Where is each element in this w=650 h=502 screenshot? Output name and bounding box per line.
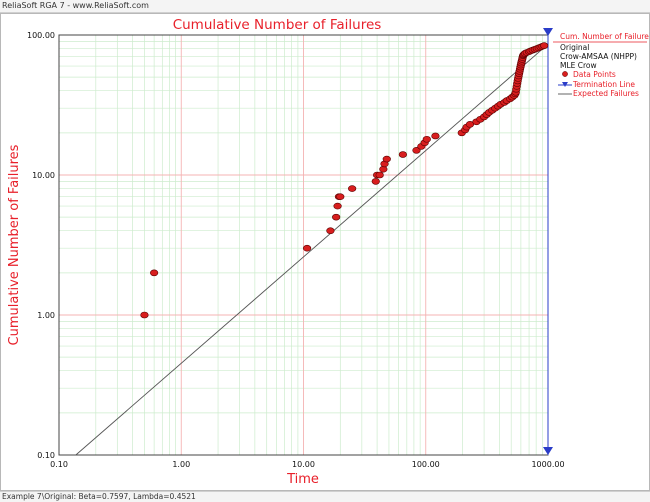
data-point xyxy=(540,42,549,49)
data-point xyxy=(371,178,380,185)
expected-failures-line xyxy=(75,43,549,456)
y-axis-label: Cumulative Number of Failures xyxy=(7,144,22,345)
data-point xyxy=(333,202,342,210)
termination-arrow-top-icon xyxy=(543,28,553,36)
data-point xyxy=(326,227,335,235)
legend-entry-points: Data Points xyxy=(573,70,616,79)
legend-line-model: Crow-AMSAA (NHPP) xyxy=(560,52,637,61)
legend: Cum. Number of Failures Original Crow-AM… xyxy=(553,32,650,98)
data-point xyxy=(348,185,357,192)
data-point xyxy=(431,132,440,140)
data-point xyxy=(375,171,384,179)
legend-point-icon xyxy=(562,71,568,77)
data-point xyxy=(398,151,407,158)
x-axis-label: Time xyxy=(286,472,319,487)
x-tick-label: 0.10 xyxy=(50,460,68,469)
data-points xyxy=(140,42,549,319)
y-tick-label: 0.10 xyxy=(37,451,55,460)
data-point xyxy=(332,213,341,221)
grid-lines xyxy=(59,35,548,455)
y-tick-label: 100.00 xyxy=(27,31,55,40)
x-tick-labels: 0.10 1.00 10.00 100.00 1000.00 xyxy=(50,460,564,469)
data-point xyxy=(140,311,149,319)
chart-title: Cumulative Number of Failures xyxy=(173,17,382,33)
failures-chart: 0.10 1.00 10.00 100.00 1000.00 0.10 1.00 10.00… xyxy=(7,17,650,487)
data-point xyxy=(302,244,312,252)
window-title: ReliaSoft RGA 7 - www.ReliaSoft.com xyxy=(0,0,650,13)
termination-arrow-bottom-icon xyxy=(543,447,553,455)
status-bar: Example 7\Original: Beta=0.7597, Lambda=… xyxy=(0,491,650,502)
x-tick-label: 1.00 xyxy=(172,460,190,469)
legend-line-original: Original xyxy=(560,43,589,52)
y-tick-label: 10.00 xyxy=(32,171,55,180)
data-point xyxy=(336,193,345,200)
x-tick-label: 1000.00 xyxy=(531,460,564,469)
legend-entry-termination: Termination Line xyxy=(572,80,635,89)
data-point xyxy=(422,135,431,143)
chart-frame: 0.10 1.00 10.00 100.00 1000.00 0.10 1.00 10.00… xyxy=(0,13,650,491)
data-point xyxy=(382,155,391,163)
y-tick-label: 1.00 xyxy=(37,311,55,320)
data-point xyxy=(150,269,159,277)
x-tick-label: 10.00 xyxy=(292,460,315,469)
y-tick-labels: 0.10 1.00 10.00 100.00 xyxy=(27,31,55,460)
legend-entry-expected: Expected Failures xyxy=(573,89,639,98)
x-tick-label: 100.00 xyxy=(412,460,440,469)
legend-termination-arrow-icon xyxy=(562,82,568,87)
legend-header: Cum. Number of Failures xyxy=(560,32,649,41)
legend-line-method: MLE Crow xyxy=(560,61,597,70)
